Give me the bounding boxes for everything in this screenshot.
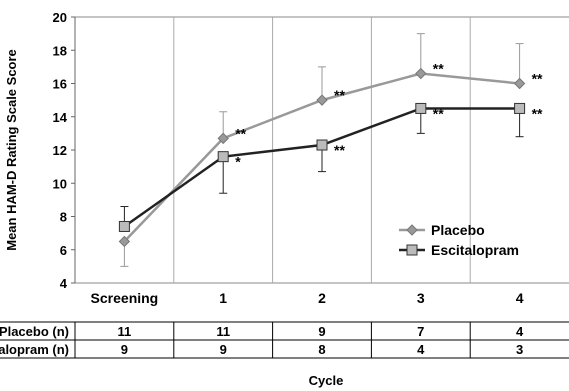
legend: Placebo Escitalopram xyxy=(399,222,519,258)
x-axis: Screening 1 2 3 4 xyxy=(91,290,524,306)
significance-label: ** xyxy=(532,71,543,87)
data-point xyxy=(415,102,427,114)
y-tick-label: 10 xyxy=(53,176,67,191)
data-point xyxy=(217,132,229,145)
data-point xyxy=(217,151,229,163)
table-cell: 4 xyxy=(516,324,524,339)
data-point xyxy=(118,220,130,232)
significance-label: ** xyxy=(532,105,543,121)
data-point xyxy=(316,94,328,106)
x-tick-label: 4 xyxy=(516,290,524,306)
data-point xyxy=(415,67,427,80)
data-point xyxy=(514,102,526,114)
y-tick-label: 6 xyxy=(60,243,67,258)
significance-label: ** xyxy=(433,105,444,121)
y-tick-label: 16 xyxy=(53,77,67,92)
series-layer: ************* ** xyxy=(118,33,543,267)
table-cell: 11 xyxy=(118,324,132,339)
significance-label: * xyxy=(235,154,241,170)
data-point xyxy=(513,77,526,90)
y-axis: 4 6 8 10 12 14 16 18 20 xyxy=(53,10,75,291)
n-table: Placebo (n) 11 11 9 7 4 Escitalopram (n) 9 9 8 4 3 xyxy=(0,321,569,359)
data-point xyxy=(118,235,131,248)
x-tick-label: 1 xyxy=(219,290,227,306)
significance-label: ** xyxy=(235,125,246,141)
x-tick-label: 2 xyxy=(318,290,326,306)
y-axis-label: Mean HAM-D Rating Scale Score xyxy=(4,49,19,251)
legend-label: Escitalopram xyxy=(431,242,519,258)
y-tick-label: 12 xyxy=(53,143,67,158)
legend-marker xyxy=(406,244,418,256)
table-cell: 11 xyxy=(216,324,230,339)
table-cell: 4 xyxy=(417,342,425,357)
y-tick-label: 4 xyxy=(60,276,68,291)
legend-label: Placebo xyxy=(431,222,485,238)
series-placebo: ** ** ** ** xyxy=(118,33,543,267)
y-tick-label: 18 xyxy=(53,43,67,58)
table-cell: 9 xyxy=(318,324,325,339)
y-tick-label: 8 xyxy=(60,210,67,225)
x-axis-label: Cycle xyxy=(309,373,344,388)
significance-label: ** xyxy=(433,61,444,77)
y-tick-label: 14 xyxy=(53,110,68,125)
legend-marker xyxy=(406,224,418,236)
series-escitalopram: ***** ** xyxy=(118,102,543,232)
table-cell: 7 xyxy=(417,324,424,339)
table-cell: 8 xyxy=(318,342,325,357)
table-row-label: Placebo (n) xyxy=(0,324,69,339)
x-tick-label: Screening xyxy=(91,290,159,306)
significance-label: ** xyxy=(334,87,345,103)
x-tick-label: 3 xyxy=(417,290,425,306)
table-cell: 3 xyxy=(516,342,523,357)
table-row-label: Escitalopram (n) xyxy=(0,342,69,357)
data-point xyxy=(316,139,328,151)
y-tick-label: 20 xyxy=(53,10,67,25)
table-cell: 9 xyxy=(121,342,128,357)
table-cell: 9 xyxy=(220,342,227,357)
significance-label: ** xyxy=(334,142,345,158)
